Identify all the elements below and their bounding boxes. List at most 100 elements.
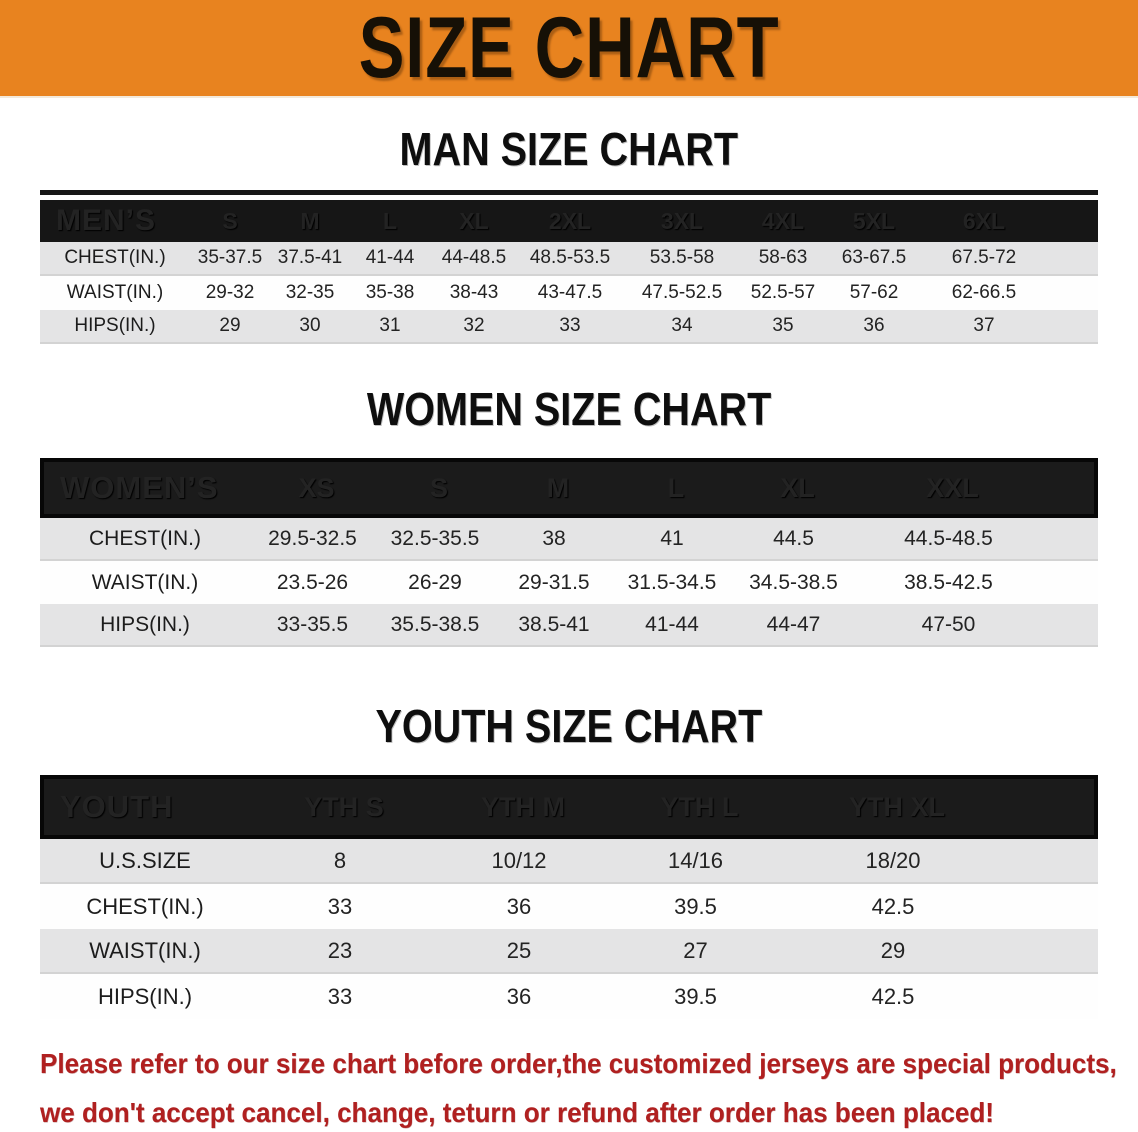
cell: 39.5 — [674, 983, 717, 1009]
men-col-5xl: 5XL — [852, 207, 896, 234]
cell: 36 — [863, 315, 885, 336]
men-col-xl: XL — [459, 207, 489, 234]
men-table-header-row: MEN’S S M L XL 2XL 3XL 4XL 5XL 6XL — [40, 200, 1098, 242]
row-label: CHEST(IN.) — [86, 893, 204, 919]
youth-row-ussize: U.S.SIZE 8 10/12 14/16 18/20 — [40, 839, 1098, 884]
cell: 31.5-34.5 — [627, 570, 717, 594]
cell: 33 — [327, 983, 353, 1009]
cell: 32 — [463, 315, 485, 336]
cell: 29.5-32.5 — [268, 526, 357, 550]
men-col-s: S — [222, 207, 238, 234]
men-col-2xl: 2XL — [548, 207, 592, 234]
cell: 23 — [327, 937, 353, 963]
cell: 8 — [333, 847, 347, 873]
cell: 32-35 — [285, 282, 335, 303]
cell: 35-38 — [365, 282, 415, 303]
row-label: HIPS(IN.) — [100, 612, 190, 636]
women-row-chest: CHEST(IN.) 29.5-32.5 32.5-35.5 38 41 44.… — [40, 518, 1098, 561]
cell: 33-35.5 — [276, 612, 349, 636]
cell: 34 — [671, 315, 693, 336]
youth-table-header-row: YOUTH YTH S YTH M YTH L YTH XL — [40, 775, 1098, 839]
women-heading-text: WOMEN SIZE CHART — [366, 383, 772, 435]
cell: 42.5 — [871, 983, 915, 1009]
row-label: WAIST(IN.) — [89, 937, 201, 963]
men-col-4xl: 4XL — [761, 207, 805, 234]
men-header-label: MEN’S — [56, 204, 157, 237]
men-col-6xl: 6XL — [962, 207, 1006, 234]
youth-col-xl: YTH XL — [848, 791, 945, 822]
youth-col-m: YTH M — [481, 791, 565, 822]
cell: 47-50 — [921, 612, 976, 636]
cell: 14/16 — [667, 847, 724, 873]
cell: 35.5-38.5 — [390, 612, 480, 636]
women-table-header-row: WOMEN’S XS S M L XL XXL — [40, 458, 1098, 518]
cell: 10/12 — [491, 847, 547, 873]
row-label: WAIST(IN.) — [66, 282, 164, 303]
cell: 41-44 — [645, 612, 699, 636]
women-section-heading: WOMEN SIZE CHART — [0, 382, 1138, 435]
row-label: CHEST(IN.) — [89, 526, 201, 550]
women-col-m: M — [546, 472, 570, 503]
cell: 30 — [299, 315, 321, 336]
cell: 18/20 — [865, 847, 921, 873]
men-size-table: MEN’S S M L XL 2XL 3XL 4XL 5XL 6XL CHEST… — [40, 190, 1098, 344]
youth-section-heading: YOUTH SIZE CHART — [0, 699, 1138, 752]
cell: 67.5-72 — [951, 247, 1017, 268]
cell: 27 — [683, 937, 708, 963]
row-label: WAIST(IN.) — [91, 570, 199, 594]
men-col-3xl: 3XL — [660, 207, 704, 234]
row-label: CHEST(IN.) — [64, 247, 166, 268]
youth-size-table: YOUTH YTH S YTH M YTH L YTH XL U.S.SIZE … — [40, 775, 1098, 1019]
cell: 37.5-41 — [277, 247, 343, 268]
row-label: HIPS(IN.) — [74, 315, 156, 336]
cell: 38-43 — [449, 282, 499, 303]
men-col-m: M — [300, 207, 320, 234]
cell: 38.5-42.5 — [904, 570, 993, 594]
women-col-xxl: XXL — [926, 472, 979, 503]
cell: 33 — [559, 315, 581, 336]
cell: 36 — [506, 893, 532, 919]
cell: 47.5-52.5 — [641, 282, 723, 303]
cell: 52.5-57 — [750, 282, 816, 303]
cell: 35 — [772, 315, 794, 336]
row-label: U.S.SIZE — [99, 847, 191, 873]
disclaimer: Please refer to our size chart before or… — [40, 1039, 1117, 1132]
men-section-heading: MAN SIZE CHART — [0, 122, 1138, 175]
women-col-s: S — [429, 472, 448, 503]
cell: 42.5 — [871, 893, 915, 919]
cell: 48.5-53.5 — [529, 247, 611, 268]
cell: 29 — [880, 937, 906, 963]
cell: 41 — [660, 526, 684, 550]
cell: 23.5-26 — [276, 570, 349, 594]
cell: 33 — [327, 893, 353, 919]
cell: 39.5 — [674, 893, 717, 919]
women-header-label: WOMEN’S — [60, 470, 219, 505]
disclaimer-line-1: Please refer to our size chart before or… — [40, 1048, 1117, 1079]
cell: 44.5-48.5 — [904, 526, 993, 550]
youth-row-chest: CHEST(IN.) 33 36 39.5 42.5 — [40, 884, 1098, 929]
cell: 25 — [506, 937, 532, 963]
cell: 38.5-41 — [518, 612, 590, 636]
cell: 34.5-38.5 — [749, 570, 838, 594]
cell: 37 — [973, 315, 995, 336]
youth-row-waist: WAIST(IN.) 23 25 27 29 — [40, 929, 1098, 974]
cell: 29-31.5 — [518, 570, 590, 594]
men-heading-text: MAN SIZE CHART — [399, 123, 739, 175]
cell: 32.5-35.5 — [390, 526, 480, 550]
cell: 29 — [219, 315, 241, 336]
disclaimer-line-2: we don't accept cancel, change, teturn o… — [40, 1097, 994, 1128]
youth-row-hips: HIPS(IN.) 33 36 39.5 42.5 — [40, 974, 1098, 1019]
youth-col-s: YTH S — [304, 791, 384, 822]
women-col-xl: XL — [780, 472, 815, 503]
women-size-table: WOMEN’S XS S M L XL XXL CHEST(IN.) 29.5-… — [40, 458, 1098, 647]
cell: 44-47 — [766, 612, 821, 636]
cell: 26-29 — [408, 570, 462, 594]
men-row-hips: HIPS(IN.) 29 30 31 32 33 34 35 36 37 — [40, 310, 1098, 344]
cell: 38 — [542, 526, 566, 550]
cell: 36 — [506, 983, 532, 1009]
cell: 58-63 — [758, 247, 808, 268]
youth-heading-text: YOUTH SIZE CHART — [375, 700, 763, 752]
cell: 43-47.5 — [537, 282, 603, 303]
cell: 53.5-58 — [649, 247, 715, 268]
